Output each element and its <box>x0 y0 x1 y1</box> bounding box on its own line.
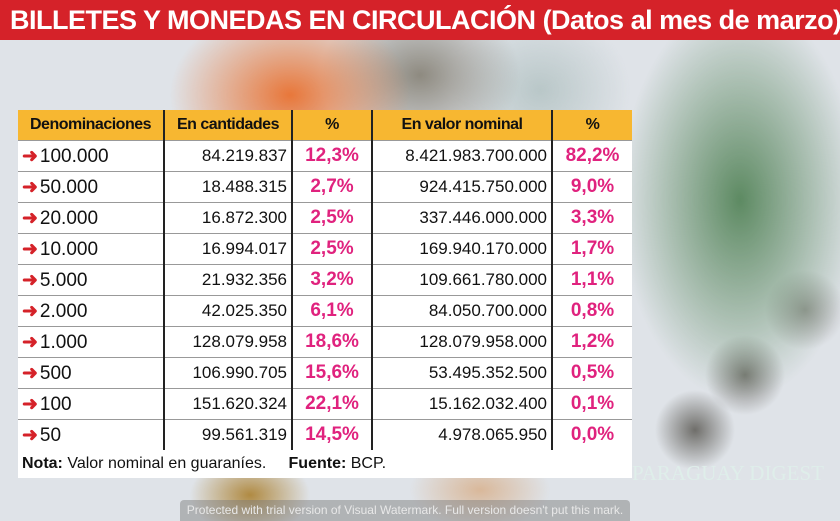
denomination: 1.000 <box>39 331 88 353</box>
nominal-pct-cell: 1,7% <box>551 233 632 265</box>
table-row: ➜ 50.000 18.488.315 2,7% 924.415.750.000 9,0% <box>18 171 632 203</box>
trial-notice: Protected with trial version of Visual W… <box>180 500 630 521</box>
quantity-cell: 106.990.705 <box>163 357 292 389</box>
denomination-cell: ➜ 100.000 <box>18 140 164 172</box>
source-label: Fuente: <box>288 455 347 472</box>
header-cantidades: En cantidades <box>163 110 292 141</box>
table-row: ➜ 1.000 128.079.958 18,6% 128.079.958.000 1,2… <box>18 326 632 358</box>
table-row: ➜ 100 151.620.324 22,1% 15.162.032.400 0,1% <box>18 388 632 420</box>
quantity-cell: 21.932.356 <box>163 264 292 296</box>
nominal-value-cell: 15.162.032.400 <box>371 388 552 420</box>
arrow-right-icon: ➜ <box>22 145 38 167</box>
denomination: 100.000 <box>39 145 109 167</box>
nominal-pct-cell: 82,2% <box>551 140 632 172</box>
quantity-cell: 84.219.837 <box>163 140 292 172</box>
denomination-cell: ➜ 5.000 <box>18 264 164 296</box>
header-valor-nominal: En valor nominal <box>371 110 552 141</box>
table-row: ➜ 10.000 16.994.017 2,5% 169.940.170.000 1,7% <box>18 233 632 265</box>
quantity-pct-cell: 22,1% <box>291 388 372 420</box>
quantity-cell: 151.620.324 <box>163 388 292 420</box>
nominal-value-cell: 169.940.170.000 <box>371 233 552 265</box>
quantity-pct-cell: 14,5% <box>291 419 372 450</box>
nominal-pct-cell: 0,5% <box>551 357 632 389</box>
table-row: ➜ 100.000 84.219.837 12,3% 8.421.983.700.000… <box>18 140 632 172</box>
watermark-logo: PARAGUAY DIGEST <box>632 461 824 485</box>
denomination: 5.000 <box>39 269 88 291</box>
arrow-right-icon: ➜ <box>22 393 38 415</box>
quantity-cell: 16.994.017 <box>163 233 292 265</box>
nominal-pct-cell: 9,0% <box>551 171 632 203</box>
denomination: 10.000 <box>39 238 99 260</box>
denomination-cell: ➜ 50.000 <box>18 171 164 203</box>
table-row: ➜ 2.000 42.025.350 6,1% 84.050.700.000 0,8% <box>18 295 632 327</box>
nominal-pct-cell: 1,1% <box>551 264 632 296</box>
denomination: 20.000 <box>39 207 99 229</box>
nominal-pct-cell: 0,1% <box>551 388 632 420</box>
footnote: Nota: Valor nominal en guaraníes. Fuente… <box>22 455 386 473</box>
denomination: 50 <box>39 424 62 446</box>
table-row: ➜ 5.000 21.932.356 3,2% 109.661.780.000 1,1% <box>18 264 632 296</box>
quantity-pct-cell: 12,3% <box>291 140 372 172</box>
quantity-cell: 99.561.319 <box>163 419 292 450</box>
quantity-cell: 42.025.350 <box>163 295 292 327</box>
quantity-pct-cell: 6,1% <box>291 295 372 327</box>
note-label: Nota: <box>22 455 63 472</box>
table-row: ➜ 50 99.561.319 14,5% 4.978.065.950 0,0% <box>18 419 632 450</box>
denomination: 500 <box>39 362 72 384</box>
denomination-cell: ➜ 100 <box>18 388 164 420</box>
header-pct-valor: % <box>551 110 632 141</box>
table-header-row: Denominaciones En cantidades % En valor … <box>18 110 632 141</box>
nominal-pct-cell: 0,0% <box>551 419 632 450</box>
denomination-cell: ➜ 1.000 <box>18 326 164 358</box>
quantity-cell: 16.872.300 <box>163 202 292 234</box>
denomination-cell: ➜ 2.000 <box>18 295 164 327</box>
circulation-table: Denominaciones En cantidades % En valor … <box>18 110 632 450</box>
source-text: BCP. <box>350 455 387 472</box>
quantity-pct-cell: 2,7% <box>291 171 372 203</box>
nominal-value-cell: 109.661.780.000 <box>371 264 552 296</box>
nominal-pct-cell: 3,3% <box>551 202 632 234</box>
arrow-right-icon: ➜ <box>22 176 38 198</box>
data-panel: Denominaciones En cantidades % En valor … <box>18 110 632 478</box>
denomination-cell: ➜ 10.000 <box>18 233 164 265</box>
nominal-value-cell: 337.446.000.000 <box>371 202 552 234</box>
nominal-value-cell: 924.415.750.000 <box>371 171 552 203</box>
quantity-pct-cell: 2,5% <box>291 202 372 234</box>
denomination: 50.000 <box>39 176 99 198</box>
arrow-right-icon: ➜ <box>22 331 38 353</box>
arrow-right-icon: ➜ <box>22 269 38 291</box>
quantity-pct-cell: 15,6% <box>291 357 372 389</box>
quantity-pct-cell: 2,5% <box>291 233 372 265</box>
header-pct-cantidades: % <box>291 110 372 141</box>
arrow-right-icon: ➜ <box>22 300 38 322</box>
nominal-value-cell: 8.421.983.700.000 <box>371 140 552 172</box>
denomination-cell: ➜ 50 <box>18 419 164 450</box>
nominal-value-cell: 128.079.958.000 <box>371 326 552 358</box>
nominal-value-cell: 53.495.352.500 <box>371 357 552 389</box>
arrow-right-icon: ➜ <box>22 207 38 229</box>
denomination: 100 <box>39 393 72 415</box>
denomination-cell: ➜ 20.000 <box>18 202 164 234</box>
arrow-right-icon: ➜ <box>22 238 38 260</box>
arrow-right-icon: ➜ <box>22 424 38 446</box>
nominal-value-cell: 84.050.700.000 <box>371 295 552 327</box>
title-bar: BILLETES Y MONEDAS EN CIRCULACIÓN (Datos… <box>0 0 840 40</box>
table-row: ➜ 20.000 16.872.300 2,5% 337.446.000.000 3,3% <box>18 202 632 234</box>
header-denominaciones: Denominaciones <box>18 110 164 141</box>
title-main: BILLETES Y MONEDAS EN CIRCULACIÓN <box>10 5 536 35</box>
denomination: 2.000 <box>39 300 88 322</box>
quantity-cell: 128.079.958 <box>163 326 292 358</box>
title-sub: (Datos al mes de marzo) <box>542 5 840 35</box>
quantity-pct-cell: 18,6% <box>291 326 372 358</box>
table-row: ➜ 500 106.990.705 15,6% 53.495.352.500 0,5% <box>18 357 632 389</box>
quantity-pct-cell: 3,2% <box>291 264 372 296</box>
nominal-pct-cell: 0,8% <box>551 295 632 327</box>
quantity-cell: 18.488.315 <box>163 171 292 203</box>
arrow-right-icon: ➜ <box>22 362 38 384</box>
nominal-value-cell: 4.978.065.950 <box>371 419 552 450</box>
note-text: Valor nominal en guaraníes. <box>67 455 267 472</box>
denomination-cell: ➜ 500 <box>18 357 164 389</box>
nominal-pct-cell: 1,2% <box>551 326 632 358</box>
